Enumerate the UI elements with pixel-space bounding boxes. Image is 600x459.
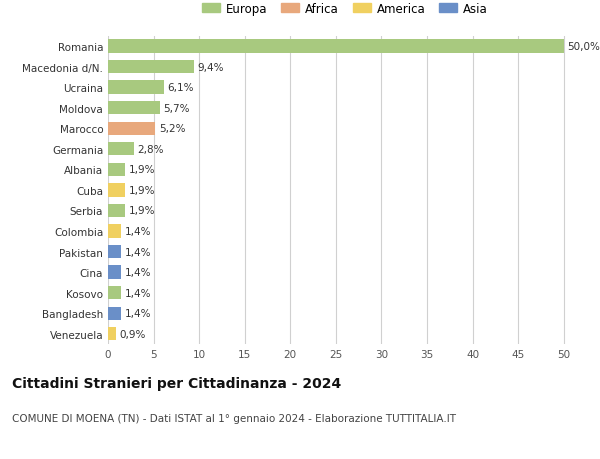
Bar — [108, 143, 134, 156]
Bar — [108, 163, 125, 177]
Text: 1,4%: 1,4% — [124, 288, 151, 298]
Bar — [108, 81, 164, 95]
Bar — [108, 40, 564, 54]
Bar — [108, 204, 125, 218]
Bar — [108, 184, 125, 197]
Bar — [108, 266, 121, 279]
Text: 1,9%: 1,9% — [129, 165, 155, 175]
Bar — [108, 102, 160, 115]
Text: 5,7%: 5,7% — [164, 103, 190, 113]
Bar — [108, 61, 194, 74]
Text: 1,9%: 1,9% — [129, 185, 155, 196]
Text: 1,4%: 1,4% — [124, 247, 151, 257]
Bar — [108, 245, 121, 259]
Text: Cittadini Stranieri per Cittadinanza - 2024: Cittadini Stranieri per Cittadinanza - 2… — [12, 376, 341, 390]
Text: 9,4%: 9,4% — [197, 62, 224, 73]
Bar — [108, 307, 121, 320]
Text: 6,1%: 6,1% — [167, 83, 194, 93]
Text: 1,4%: 1,4% — [124, 268, 151, 278]
Text: 1,4%: 1,4% — [124, 226, 151, 236]
Bar — [108, 225, 121, 238]
Text: COMUNE DI MOENA (TN) - Dati ISTAT al 1° gennaio 2024 - Elaborazione TUTTITALIA.I: COMUNE DI MOENA (TN) - Dati ISTAT al 1° … — [12, 413, 456, 423]
Text: 50,0%: 50,0% — [568, 42, 600, 52]
Text: 2,8%: 2,8% — [137, 145, 164, 155]
Text: 1,9%: 1,9% — [129, 206, 155, 216]
Bar — [108, 286, 121, 300]
Text: 1,4%: 1,4% — [124, 308, 151, 319]
Bar — [108, 122, 155, 136]
Text: 0,9%: 0,9% — [120, 329, 146, 339]
Text: 5,2%: 5,2% — [159, 124, 185, 134]
Bar — [108, 327, 116, 341]
Legend: Europa, Africa, America, Asia: Europa, Africa, America, Asia — [202, 3, 488, 16]
